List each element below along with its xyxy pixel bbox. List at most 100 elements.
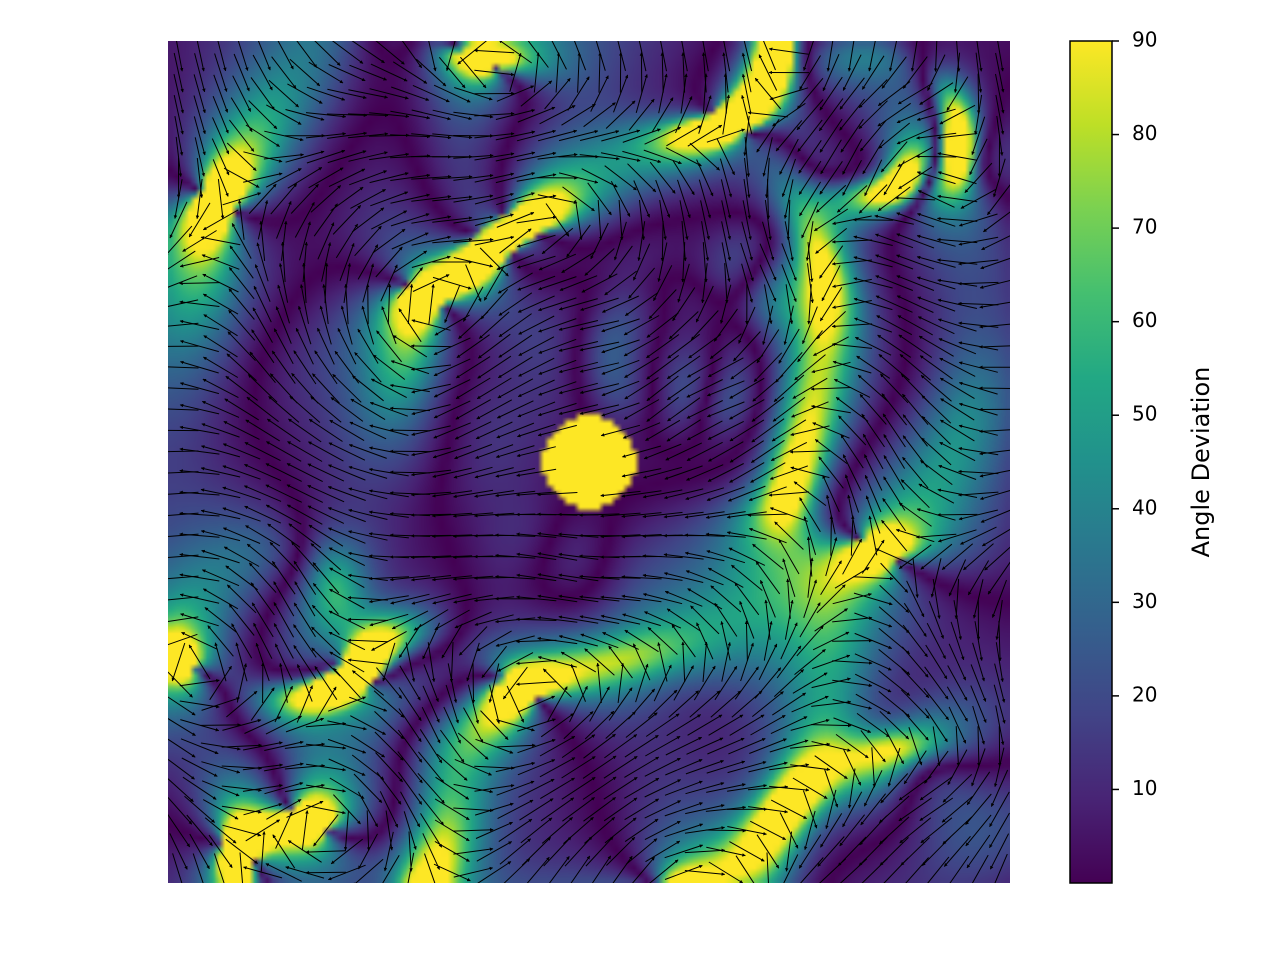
quiver-arrow (410, 513, 452, 517)
quiver-arrow (541, 227, 574, 255)
quiver-arrow (202, 293, 239, 315)
quiver-arrow (580, 297, 619, 311)
quiver-arrow (195, 178, 203, 220)
quiver-arrow (452, 534, 494, 539)
quiver-arrow (643, 149, 682, 165)
plot-area (168, 41, 1010, 883)
quiver-arrow (880, 141, 908, 173)
quiver-arrow (473, 48, 515, 54)
quiver-arrow (432, 109, 473, 121)
quiver-arrow (579, 513, 620, 517)
quiver-arrow (917, 296, 956, 312)
quiver-arrow (937, 216, 978, 222)
quiver-arrow (390, 193, 430, 204)
quiver-arrow (349, 64, 387, 81)
quiver-arrow (245, 419, 280, 442)
quiver-arrow (643, 443, 682, 460)
colorbar: 10 20 30 40 50 60 70 80 90 Angle Deviation (1069, 28, 1215, 884)
quiver-arrow (581, 168, 618, 188)
quiver-arrow (217, 178, 225, 220)
quiver-arrow (432, 444, 472, 459)
quiver-arrow (829, 515, 834, 556)
quiver-arrow (916, 132, 957, 140)
quiver-arrow (753, 352, 783, 383)
quiver-arrow (349, 421, 387, 440)
quiver-arrow (497, 272, 533, 294)
quiver-arrow (375, 41, 405, 65)
quiver-arrow (243, 172, 283, 183)
quiver-arrow (349, 170, 388, 186)
quiver-arrow (672, 287, 696, 322)
quiver-arrow (937, 298, 978, 309)
quiver-arrow (706, 401, 745, 418)
quiver-arrow (600, 152, 641, 162)
quiver-arrow (179, 447, 220, 455)
quiver-arrow (601, 339, 640, 354)
quiver-arrow (770, 441, 808, 462)
quiver-arrow (778, 328, 800, 364)
quiver-arrow (305, 112, 347, 119)
quiver-arrow (232, 75, 252, 112)
quiver-arrow (390, 173, 431, 181)
quiver-arrow (371, 210, 408, 230)
quiver-arrow (475, 444, 514, 459)
quiver-arrow (743, 179, 752, 220)
quiver-arrow (617, 41, 626, 72)
quiver-arrow (820, 139, 842, 175)
quiver-arrow (237, 41, 249, 71)
quiver-arrow (883, 160, 905, 196)
quiver-arrow (916, 171, 956, 185)
quiver-arrow (223, 420, 260, 440)
quiver-arrow (321, 242, 332, 282)
quiver-arrow (390, 360, 430, 375)
quiver-arrow (411, 235, 452, 246)
quiver-arrow (847, 41, 855, 72)
quiver-arrow (203, 356, 239, 378)
quiver-arrow (878, 122, 911, 149)
quiver-arrow (375, 246, 403, 278)
quiver-arrow (686, 379, 723, 398)
quiver-arrow (897, 82, 933, 105)
quiver-arrow (537, 424, 577, 437)
quiver-arrow (516, 255, 556, 269)
quiver-arrow (842, 159, 862, 196)
quiver-arrow (643, 466, 683, 479)
quiver-arrow (601, 402, 640, 417)
quiver-arrow (958, 491, 999, 497)
quiver-arrow (537, 492, 578, 497)
quiver-arrow (897, 315, 933, 336)
quiver-arrow (337, 327, 357, 365)
quiver-arrow (369, 152, 410, 161)
quiver-arrow (621, 490, 662, 498)
quiver-arrow (433, 337, 471, 356)
quiver-arrow (252, 54, 273, 91)
quiver-arrow (852, 217, 894, 222)
quiver-arrow (244, 463, 282, 482)
quiver-arrow (646, 334, 680, 359)
quiver-arrow (173, 179, 183, 219)
quiver-arrow (433, 379, 471, 398)
quiver-arrow (432, 237, 473, 244)
quiver-arrow (864, 474, 882, 513)
quiver-arrow (858, 184, 888, 214)
quiver-arrow (839, 98, 865, 131)
quiver-arrow (368, 532, 409, 539)
quiver-arrow (173, 73, 184, 114)
quiver-arrow (762, 305, 774, 345)
quiver-arrow (516, 491, 557, 497)
quiver-arrow (412, 274, 450, 292)
quiver-arrow (667, 397, 701, 422)
quiver-arrow (286, 484, 324, 503)
quiver-arrow (819, 287, 843, 322)
quiver-arrow (287, 83, 323, 104)
quiver-arrow (295, 327, 314, 365)
quiver-arrow (667, 333, 701, 359)
quiver-arrow (390, 134, 431, 139)
quiver-arrow (623, 336, 660, 357)
quiver-arrow (608, 245, 633, 279)
quiver-arrow (350, 188, 386, 209)
quiver-arrow (517, 275, 556, 291)
quiver-arrow (702, 73, 708, 114)
quiver-arrow (331, 41, 364, 64)
